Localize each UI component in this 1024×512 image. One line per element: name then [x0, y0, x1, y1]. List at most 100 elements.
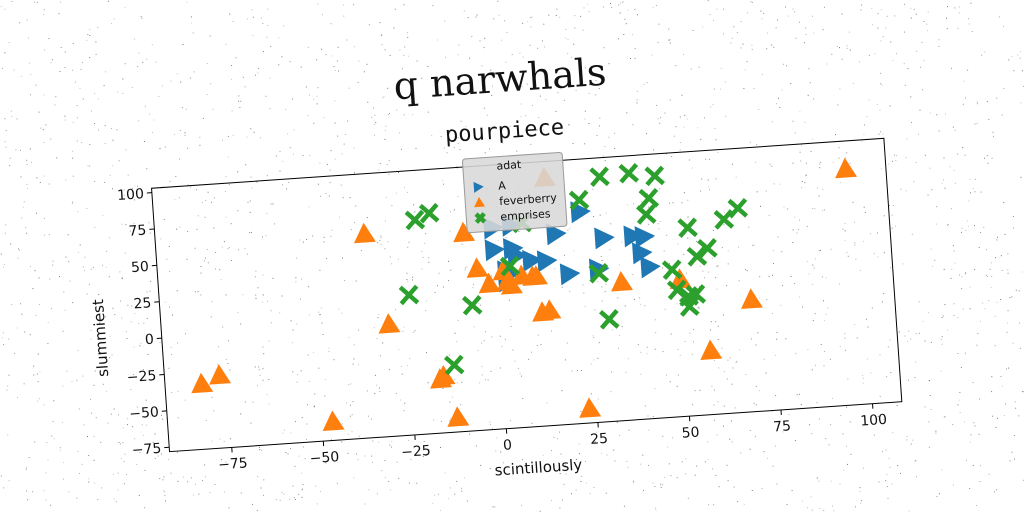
noise-dot — [693, 329, 694, 331]
noise-dot — [830, 248, 832, 250]
noise-dot — [6, 389, 8, 391]
noise-dot — [898, 331, 900, 333]
noise-dot — [66, 370, 68, 372]
noise-dot — [5, 130, 7, 132]
noise-dot — [290, 448, 292, 449]
noise-dot — [33, 374, 35, 376]
noise-dot — [443, 147, 445, 149]
noise-dot — [806, 225, 808, 227]
noise-dot — [398, 172, 399, 173]
noise-dot — [506, 32, 508, 33]
noise-dot — [391, 205, 393, 206]
noise-dot — [38, 277, 40, 279]
noise-dot — [758, 109, 760, 110]
noise-dot — [5, 146, 7, 148]
noise-dot — [127, 174, 129, 176]
noise-dot — [801, 144, 802, 146]
noise-dot — [766, 48, 768, 50]
noise-dot — [677, 374, 679, 376]
noise-dot — [396, 109, 398, 111]
noise-dot — [543, 23, 545, 25]
noise-dot — [480, 464, 482, 466]
noise-dot — [412, 279, 413, 281]
noise-dot — [347, 452, 349, 454]
noise-dot — [72, 69, 73, 71]
noise-dot — [168, 246, 170, 247]
noise-dot — [221, 246, 223, 248]
noise-dot — [350, 383, 352, 385]
noise-dot — [267, 25, 269, 26]
noise-dot — [1021, 271, 1023, 273]
noise-dot — [994, 345, 996, 347]
noise-dot — [944, 187, 946, 189]
noise-dot — [395, 192, 397, 194]
noise-dot — [915, 333, 917, 335]
noise-dot — [907, 341, 909, 342]
noise-dot — [278, 37, 280, 39]
noise-dot — [391, 446, 392, 448]
scatter-point-emprises — [568, 189, 590, 211]
noise-dot — [622, 1, 624, 3]
noise-dot — [227, 156, 229, 158]
noise-dot — [499, 335, 501, 337]
noise-dot — [980, 465, 982, 467]
noise-dot — [336, 482, 338, 484]
noise-dot — [23, 383, 25, 385]
noise-dot — [133, 199, 135, 201]
noise-dot — [818, 418, 820, 420]
noise-dot — [543, 46, 545, 48]
noise-dot — [72, 42, 74, 44]
noise-dot — [225, 43, 227, 45]
noise-dot — [799, 393, 801, 395]
x-tick-label: 25 — [590, 431, 609, 448]
noise-dot — [995, 427, 997, 428]
noise-dot — [341, 441, 343, 443]
noise-dot — [641, 201, 643, 203]
x-tick-label: −50 — [309, 449, 340, 467]
noise-dot — [619, 12, 621, 14]
noise-dot — [317, 3, 319, 5]
noise-dot — [529, 44, 531, 46]
noise-dot — [683, 126, 685, 128]
noise-dot — [717, 151, 719, 153]
noise-dot — [211, 201, 212, 203]
noise-dot — [907, 68, 909, 70]
noise-dot — [469, 57, 471, 59]
noise-dot — [389, 55, 391, 57]
noise-dot — [662, 267, 664, 269]
noise-dot — [658, 228, 660, 230]
noise-dot — [941, 343, 943, 345]
noise-dot — [691, 167, 693, 169]
noise-dot — [811, 138, 813, 140]
noise-dot — [825, 313, 827, 315]
scatter-point-A — [546, 223, 567, 246]
noise-dot — [457, 196, 459, 197]
noise-dot — [196, 228, 198, 230]
noise-dot — [951, 208, 953, 210]
noise-dot — [957, 353, 959, 354]
noise-dot — [831, 53, 833, 55]
noise-dot — [830, 424, 832, 426]
noise-dot — [707, 0, 709, 2]
noise-dot — [801, 187, 803, 189]
scatter-point-A — [594, 227, 615, 250]
noise-dot — [256, 181, 258, 183]
noise-dot — [437, 493, 439, 495]
noise-dot — [288, 181, 289, 183]
noise-dot — [967, 18, 969, 20]
noise-dot — [237, 312, 239, 314]
noise-dot — [894, 154, 895, 156]
noise-dot — [138, 323, 140, 325]
noise-dot — [185, 108, 187, 110]
noise-dot — [461, 382, 463, 383]
noise-dot — [27, 499, 29, 501]
noise-dot — [206, 63, 208, 65]
noise-dot — [862, 467, 864, 469]
noise-dot — [213, 410, 215, 412]
noise-dot — [870, 233, 872, 235]
noise-dot — [179, 129, 181, 131]
noise-dot — [1006, 331, 1008, 333]
noise-dot — [282, 160, 284, 162]
noise-dot — [597, 398, 599, 400]
noise-dot — [301, 278, 303, 280]
